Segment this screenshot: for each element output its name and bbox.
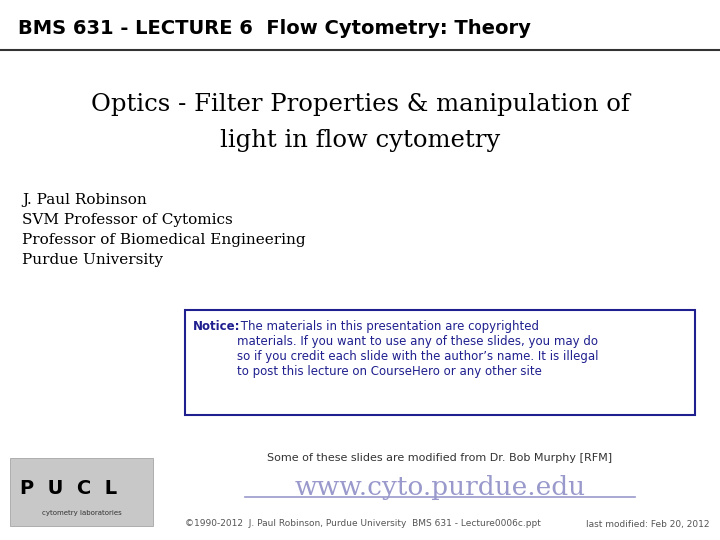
FancyBboxPatch shape (10, 458, 153, 526)
Text: P  U  C  L: P U C L (20, 478, 117, 497)
Text: Some of these slides are modified from Dr. Bob Murphy [RFM]: Some of these slides are modified from D… (267, 453, 613, 463)
Text: last modified: Feb 20, 2012: last modified: Feb 20, 2012 (587, 519, 710, 529)
Text: light in flow cytometry: light in flow cytometry (220, 129, 500, 152)
Text: Optics - Filter Properties & manipulation of: Optics - Filter Properties & manipulatio… (91, 93, 629, 117)
Text: BMS 631 - LECTURE 6  Flow Cytometry: Theory: BMS 631 - LECTURE 6 Flow Cytometry: Theo… (18, 18, 531, 37)
Text: ©1990-2012  J. Paul Robinson, Purdue University  BMS 631 - Lecture0006c.ppt: ©1990-2012 J. Paul Robinson, Purdue Univ… (185, 519, 541, 529)
Text: Professor of Biomedical Engineering: Professor of Biomedical Engineering (22, 233, 305, 247)
Text: The materials in this presentation are copyrighted
materials. If you want to use: The materials in this presentation are c… (237, 320, 598, 378)
Text: www.cyto.purdue.edu: www.cyto.purdue.edu (294, 475, 585, 500)
Text: Purdue University: Purdue University (22, 253, 163, 267)
Text: SVM Professor of Cytomics: SVM Professor of Cytomics (22, 213, 233, 227)
FancyBboxPatch shape (185, 310, 695, 415)
Text: cytometry laboratories: cytometry laboratories (42, 510, 122, 516)
Text: J. Paul Robinson: J. Paul Robinson (22, 193, 147, 207)
Text: Notice:: Notice: (193, 320, 240, 333)
